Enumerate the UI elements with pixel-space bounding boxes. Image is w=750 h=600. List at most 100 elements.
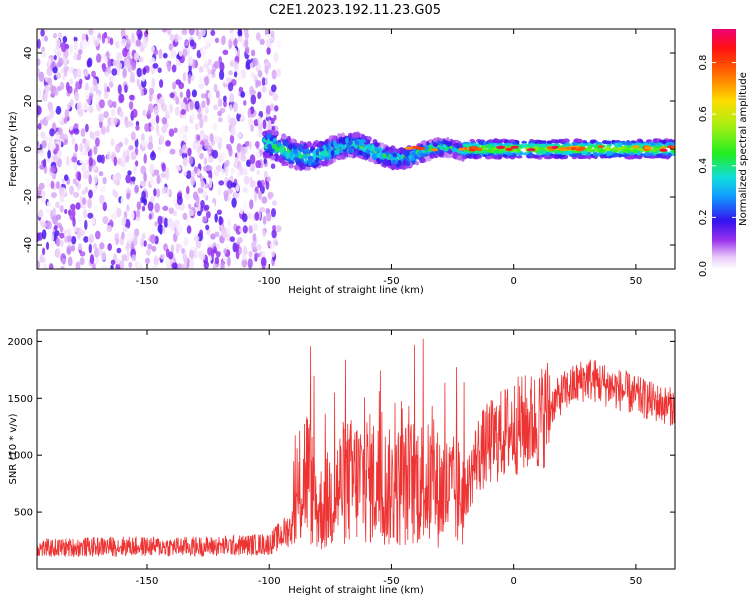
heatmap-cell xyxy=(255,80,262,87)
heatmap-cell xyxy=(82,101,89,111)
heatmap-cell xyxy=(247,118,254,127)
heatmap-cell xyxy=(239,207,244,215)
heatmap-cell xyxy=(165,258,172,266)
heatmap-cell xyxy=(156,174,161,185)
heatmap-cell xyxy=(548,155,554,159)
heatmap-cell xyxy=(216,209,222,215)
heatmap-cell xyxy=(648,155,653,159)
heatmap-cell xyxy=(448,150,453,155)
heatmap-cell xyxy=(255,151,261,159)
heatmap-cell xyxy=(47,101,53,111)
heatmap-cell xyxy=(508,139,516,143)
snr-frame xyxy=(36,329,676,570)
heatmap-cell xyxy=(392,152,398,158)
heatmap-cell xyxy=(66,228,72,237)
heatmap-cell xyxy=(491,155,499,159)
heatmap-cell xyxy=(189,258,195,269)
heatmap-cell xyxy=(207,68,212,75)
heatmap-cell xyxy=(92,164,97,171)
heatmap-cell xyxy=(54,225,58,231)
heatmap-cell xyxy=(170,222,176,232)
heatmap-cell xyxy=(99,194,105,205)
heatmap-cell xyxy=(497,154,503,160)
heatmap-cell xyxy=(640,153,646,157)
heatmap-cell xyxy=(61,257,66,265)
heatmap-cell xyxy=(126,192,131,200)
heatmap-cell xyxy=(116,51,122,62)
heatmap-cell xyxy=(244,91,251,98)
heatmap-cell xyxy=(87,237,93,243)
heatmap-cell xyxy=(44,90,48,100)
spectrogram-x-tick-label: -50 xyxy=(383,276,399,287)
heatmap-cell xyxy=(59,225,64,233)
heatmap-cell xyxy=(270,36,275,43)
heatmap-cell xyxy=(143,172,147,183)
heatmap-cell xyxy=(271,229,277,239)
spectrogram-x-axis: -150 -100 -50 0 50 xyxy=(136,29,642,287)
heatmap-cell xyxy=(191,89,197,98)
heatmap-cell xyxy=(157,67,162,73)
heatmap-cell xyxy=(511,141,517,145)
heatmap-cell xyxy=(188,209,194,217)
heatmap-cell xyxy=(108,75,114,82)
heatmap-cell xyxy=(159,96,165,106)
heatmap-cell xyxy=(123,137,129,146)
heatmap-cell xyxy=(47,149,51,159)
heatmap-cell xyxy=(111,213,117,221)
heatmap-cell xyxy=(270,30,275,37)
heatmap-cell xyxy=(328,159,334,165)
heatmap-cell xyxy=(225,232,231,242)
heatmap-cell xyxy=(237,107,242,115)
heatmap-cell xyxy=(167,29,172,36)
heatmap-cell xyxy=(82,170,89,180)
heatmap-cell xyxy=(198,66,204,73)
heatmap-cell xyxy=(573,139,578,143)
heatmap-cell xyxy=(149,87,155,96)
heatmap-cell xyxy=(275,142,282,148)
heatmap-cell xyxy=(336,149,340,156)
heatmap-cell xyxy=(89,254,95,265)
heatmap-cell xyxy=(55,38,61,49)
heatmap-cell xyxy=(112,188,116,196)
heatmap-cell xyxy=(162,186,168,193)
heatmap-cell xyxy=(198,76,203,83)
heatmap-cell xyxy=(156,188,161,198)
heatmap-cell xyxy=(180,101,186,111)
heatmap-cell xyxy=(42,247,46,256)
heatmap-cell xyxy=(88,29,94,36)
heatmap-cell xyxy=(206,211,211,219)
heatmap-cell xyxy=(382,153,387,158)
heatmap-cell xyxy=(133,235,138,246)
heatmap-cell xyxy=(302,154,308,160)
heatmap-cell xyxy=(287,136,292,144)
heatmap-cell xyxy=(77,227,82,235)
colorbar-tick-label: 0.0 xyxy=(698,261,709,277)
heatmap-cell xyxy=(238,261,243,269)
heatmap-cell xyxy=(244,39,249,49)
heatmap-cell xyxy=(266,240,271,247)
heatmap-cell xyxy=(67,256,73,267)
heatmap-cell xyxy=(216,243,221,250)
heatmap-cell xyxy=(188,203,192,210)
heatmap-cell xyxy=(83,236,89,243)
heatmap-cell xyxy=(239,227,244,233)
heatmap-cell xyxy=(278,146,285,154)
heatmap-cell xyxy=(157,215,163,226)
heatmap-cell xyxy=(233,191,240,199)
heatmap-cell xyxy=(632,145,640,149)
heatmap-cell xyxy=(475,155,482,159)
heatmap-cell xyxy=(66,103,71,110)
heatmap-cell xyxy=(102,201,108,212)
heatmap-cell xyxy=(76,53,82,61)
snr-x-label: Height of straight line (km) xyxy=(288,585,424,596)
heatmap-cell xyxy=(382,158,389,165)
spectrogram-y-axis: -40 -20 0 20 40 xyxy=(23,47,675,253)
heatmap-cell xyxy=(71,235,77,245)
heatmap-cell xyxy=(52,207,57,216)
heatmap-cell xyxy=(186,225,192,234)
heatmap-cell xyxy=(221,168,225,175)
heatmap-cell xyxy=(46,29,51,36)
heatmap-cell xyxy=(82,161,86,169)
heatmap-cell xyxy=(58,186,64,197)
heatmap-cell xyxy=(429,153,435,159)
